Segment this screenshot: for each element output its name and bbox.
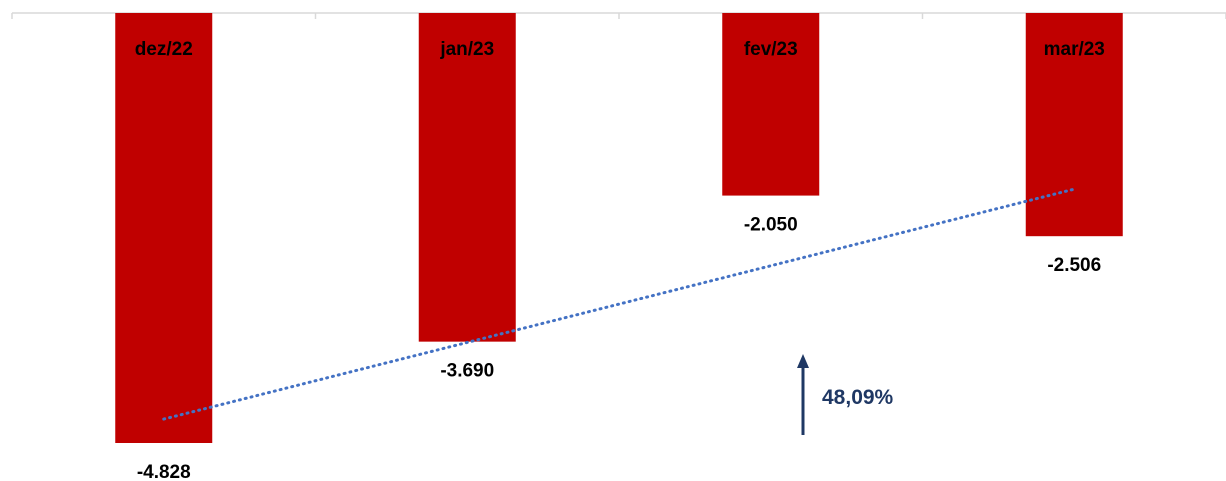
bar-fev-23 (722, 13, 820, 196)
bar-dez-22 (115, 13, 213, 443)
category-label: jan/23 (439, 39, 494, 60)
category-label: fev/23 (744, 39, 798, 60)
trend-line (162, 187, 1076, 421)
growth-annotation: 48,09% (797, 354, 894, 435)
value-label: -3.690 (440, 361, 494, 382)
value-label: -4.828 (137, 462, 191, 481)
bars-group (115, 13, 1123, 443)
value-label: -2.506 (1047, 255, 1101, 276)
up-arrow-head-icon (797, 354, 809, 368)
value-label: -2.050 (744, 215, 798, 236)
category-label: mar/23 (1044, 39, 1105, 60)
growth-percentage-label: 48,09% (822, 386, 894, 409)
bar-jan-23 (418, 13, 516, 342)
bar-mar-23 (1025, 13, 1123, 237)
category-labels: dez/22 jan/23 fev/23 mar/23 (135, 39, 1105, 60)
x-axis-ticks (11, 13, 1226, 19)
value-labels: -4.828 -3.690 -2.050 -2.506 (137, 215, 1101, 481)
category-label: dez/22 (135, 39, 193, 60)
